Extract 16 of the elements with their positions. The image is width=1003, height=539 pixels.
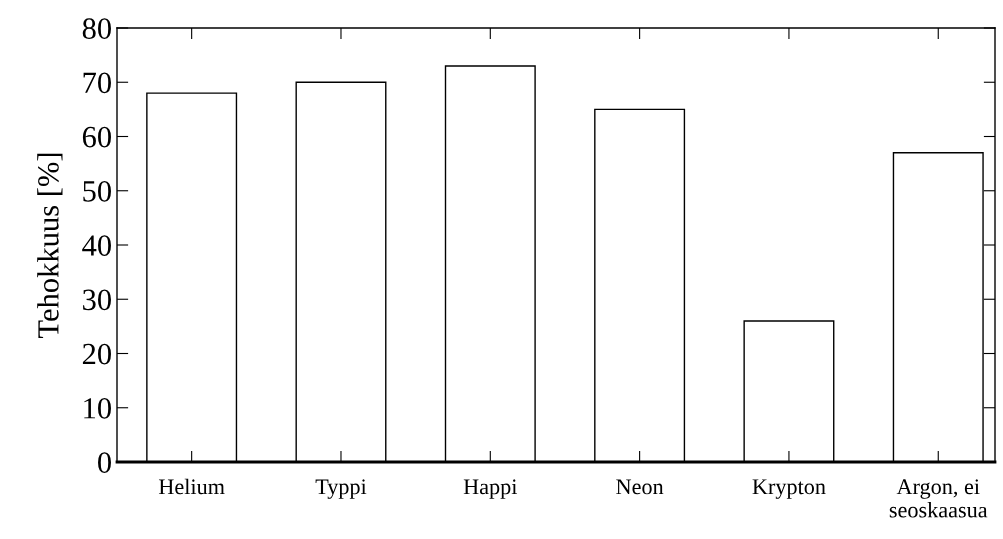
y-tick-label: 40 [82, 235, 111, 256]
y-tick-label: 80 [82, 18, 111, 39]
y-tick-label: 30 [83, 289, 111, 311]
x-tick-label: Krypton [752, 479, 826, 499]
x-tick-label: Happi [463, 479, 518, 499]
y-tick-label: 20 [82, 343, 111, 365]
y-tick-label: 70 [83, 72, 111, 94]
x-tick-label: Helium [158, 478, 225, 495]
y-tick-label: 10 [84, 398, 111, 419]
y-tick-label: 0 [98, 452, 111, 473]
x-tick-label: Argon, ei seoskaasua [889, 479, 988, 518]
x-tick-label: Neon [616, 479, 664, 495]
y-axis-title: Tehokkuus [%] [37, 153, 63, 338]
y-tick-label: 60 [82, 126, 111, 148]
x-tick-label: Typpi [315, 479, 367, 499]
y-tick-label: 50 [83, 181, 111, 202]
